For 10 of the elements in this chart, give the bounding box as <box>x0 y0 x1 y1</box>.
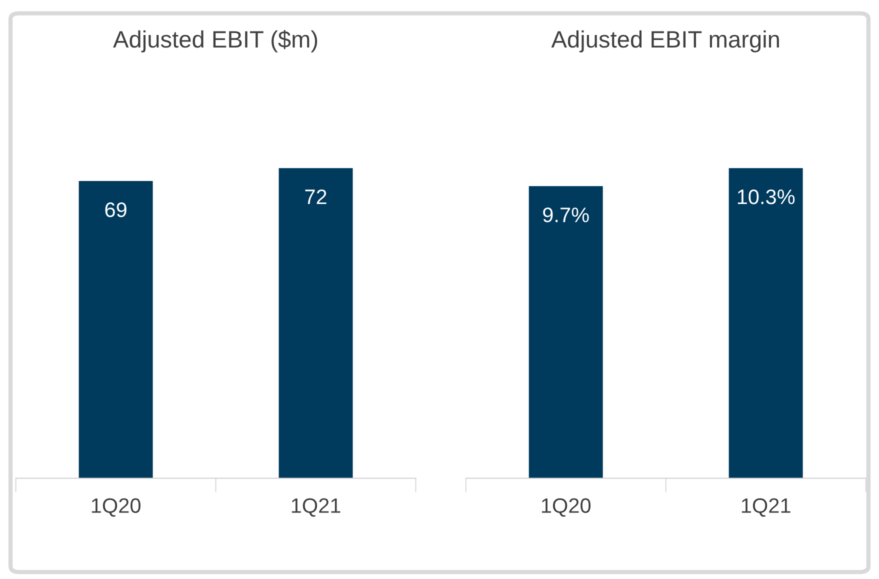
chart-title: Adjusted EBIT margin <box>551 30 779 52</box>
data-label: 72 <box>305 189 326 204</box>
data-label: 69 <box>105 202 126 218</box>
data-label: 10.3% <box>738 189 795 204</box>
chart-title: Adjusted EBIT ($m) <box>113 30 318 52</box>
x-tick-label: 1Q20 <box>542 498 591 517</box>
x-tick-label: 1Q21 <box>742 498 790 517</box>
data-label: 9.7% <box>543 208 589 222</box>
x-tick-label: 1Q20 <box>92 498 140 517</box>
x-tick-label: 1Q21 <box>292 498 340 517</box>
